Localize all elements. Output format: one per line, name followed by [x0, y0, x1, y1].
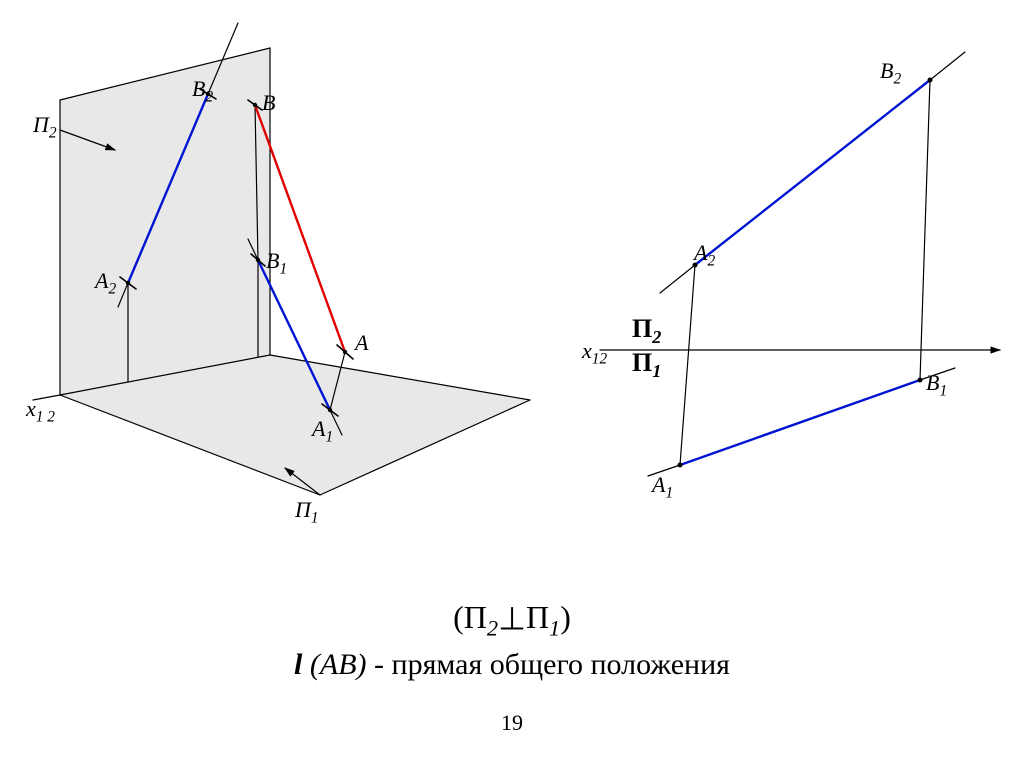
formula-perpendicular: (П2 ⊥ П1): [0, 598, 1024, 641]
label-x12-left: x1 2: [26, 396, 55, 426]
page-number: 19: [0, 710, 1024, 736]
label-A1: A1: [312, 416, 333, 446]
label-P2: П2: [33, 112, 57, 142]
label-r-B2: B2: [880, 58, 901, 88]
label-P1: П1: [295, 497, 319, 527]
label-B: B: [262, 90, 275, 116]
label-B2: B2: [192, 76, 213, 106]
label-B1: B1: [266, 248, 287, 278]
label-r-P1: П1: [632, 348, 661, 382]
label-A: A: [355, 330, 368, 356]
label-r-B1: B1: [926, 370, 947, 400]
caption-line: l (AB) - прямая общего положения: [0, 648, 1024, 682]
label-r-P2: П2: [632, 314, 661, 348]
label-r-A1: A1: [652, 472, 673, 502]
label-r-A2: A2: [694, 240, 715, 270]
right-epure-figure: [600, 52, 1000, 476]
label-r-x12: x12: [582, 338, 607, 368]
label-A2: A2: [95, 268, 116, 298]
